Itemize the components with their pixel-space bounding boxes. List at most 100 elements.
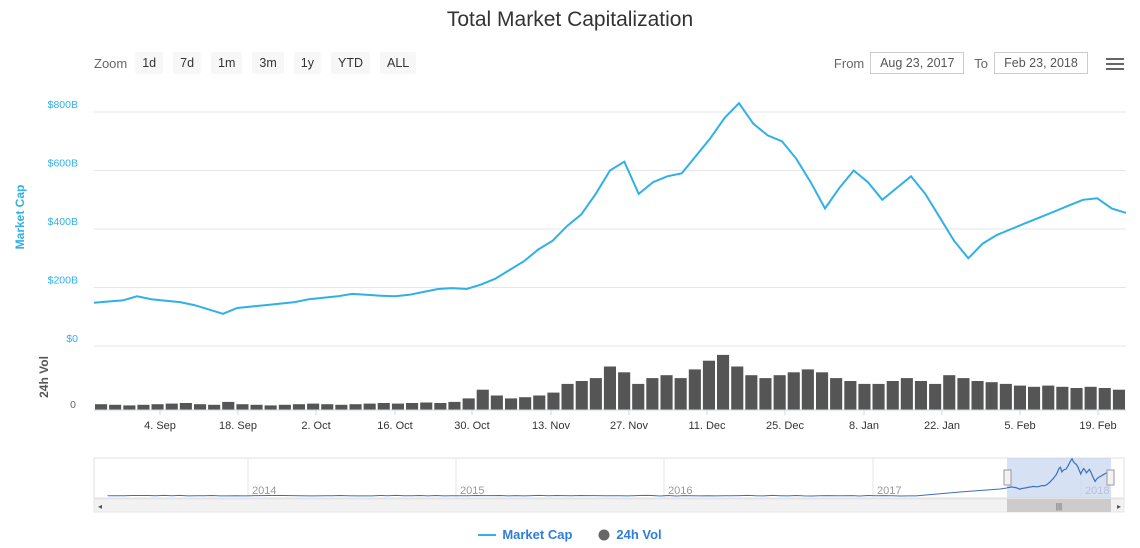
x-tick-label: 5. Feb [1004, 420, 1035, 432]
scroll-left-arrow-icon[interactable]: ◂ [98, 502, 102, 511]
volume-bar [844, 381, 856, 410]
x-tick-label: 18. Sep [219, 420, 257, 432]
scroll-right-arrow-icon[interactable]: ▸ [1117, 502, 1121, 511]
scrollbar-track[interactable] [94, 499, 1124, 512]
volume-bar [350, 404, 362, 410]
volume-bar [420, 403, 432, 411]
y-axis-label-market-cap: Market Cap [13, 185, 27, 250]
volume-bar [463, 398, 475, 410]
volume-bar [547, 393, 559, 410]
volume-bar [576, 381, 588, 410]
legend-label-market-cap: Market Cap [502, 527, 572, 542]
x-tick-label: 8. Jan [849, 420, 879, 432]
y-tick-volume-0: 0 [70, 399, 76, 411]
volume-bar [915, 381, 927, 410]
volume-bar [505, 398, 517, 410]
chart-legend: Market Cap 24h Vol [0, 527, 1140, 542]
volume-bar [519, 397, 531, 410]
market-cap-series-line [94, 103, 1126, 314]
volume-bar [759, 378, 771, 410]
y-tick-label: $800B [48, 99, 78, 111]
legend-item-market-cap[interactable]: Market Cap [478, 527, 572, 542]
volume-bar [887, 381, 899, 410]
volume-bar [378, 403, 390, 410]
x-tick-label: 27. Nov [610, 420, 648, 432]
volume-bar [293, 404, 305, 410]
x-tick-label: 30. Oct [454, 420, 489, 432]
volume-bar [703, 361, 715, 410]
x-tick-label: 13. Nov [532, 420, 570, 432]
navigator-right-handle[interactable] [1107, 470, 1114, 485]
volume-bar [986, 382, 998, 410]
volume-bar [646, 378, 658, 410]
volume-bar [1042, 386, 1054, 410]
volume-bar [137, 405, 149, 410]
x-tick-label: 4. Sep [144, 420, 176, 432]
volume-bar [1113, 390, 1125, 410]
volume-bar [618, 372, 630, 410]
volume-bar [943, 375, 955, 410]
scrollbar-grip-icon: ||| [1056, 502, 1062, 511]
volume-bar [689, 369, 701, 410]
x-tick-label: 16. Oct [377, 420, 412, 432]
volume-bar [251, 405, 263, 410]
volume-bar [236, 404, 248, 410]
volume-bar [180, 403, 192, 410]
volume-bar [152, 404, 164, 410]
volume-bar [661, 375, 673, 410]
y-tick-label: $600B [48, 158, 78, 170]
y-tick-label: $400B [48, 216, 78, 228]
y-tick-label: $200B [48, 275, 78, 287]
volume-bar [929, 384, 941, 410]
volume-bar [222, 402, 234, 410]
volume-bar [675, 378, 687, 410]
volume-bar [957, 378, 969, 410]
volume-bar [562, 384, 574, 410]
volume-bar [816, 372, 828, 410]
volume-bar [279, 405, 291, 410]
volume-bar [802, 369, 814, 410]
volume-bar [364, 404, 376, 410]
y-axis-label-volume: 24h Vol [37, 356, 51, 398]
volume-bar [901, 378, 913, 410]
y-tick-label: $0 [66, 333, 78, 345]
volume-bar [745, 375, 757, 410]
volume-bar [533, 396, 545, 411]
navigator-selection[interactable] [1007, 458, 1111, 498]
volume-bar [491, 396, 503, 411]
volume-bar [265, 405, 277, 410]
volume-bar [590, 378, 602, 410]
volume-bar [830, 378, 842, 410]
legend-label-volume: 24h Vol [616, 527, 661, 542]
volume-bar [123, 405, 135, 410]
volume-bar [1056, 387, 1068, 410]
x-tick-label: 2. Oct [301, 420, 330, 432]
volume-bar [448, 402, 460, 410]
volume-bar [788, 372, 800, 410]
volume-bar [166, 404, 178, 410]
legend-line-icon [478, 532, 496, 538]
volume-bar [858, 384, 870, 410]
legend-item-volume[interactable]: 24h Vol [598, 527, 661, 542]
volume-bar [972, 381, 984, 410]
volume-bar [717, 355, 729, 410]
volume-bar [1099, 388, 1111, 410]
legend-dot-icon [598, 529, 610, 541]
volume-bar [477, 390, 489, 410]
volume-bar [194, 404, 206, 410]
volume-series-bars [94, 355, 1126, 410]
volume-bar [632, 384, 644, 410]
x-tick-label: 19. Feb [1079, 420, 1116, 432]
volume-bar [604, 367, 616, 411]
volume-bar [1000, 384, 1012, 410]
x-tick-label: 11. Dec [688, 420, 726, 432]
volume-bar [335, 405, 347, 410]
navigator-left-handle[interactable] [1004, 470, 1011, 485]
x-tick-label: 22. Jan [924, 420, 960, 432]
volume-bar [406, 403, 418, 410]
volume-bar [392, 404, 404, 410]
volume-bar [208, 405, 220, 410]
volume-bar [731, 367, 743, 411]
market-cap-chart: $0 $200B $400B $600B $800B Market Cap 24h Vo… [0, 0, 1140, 520]
volume-bar [95, 404, 107, 410]
